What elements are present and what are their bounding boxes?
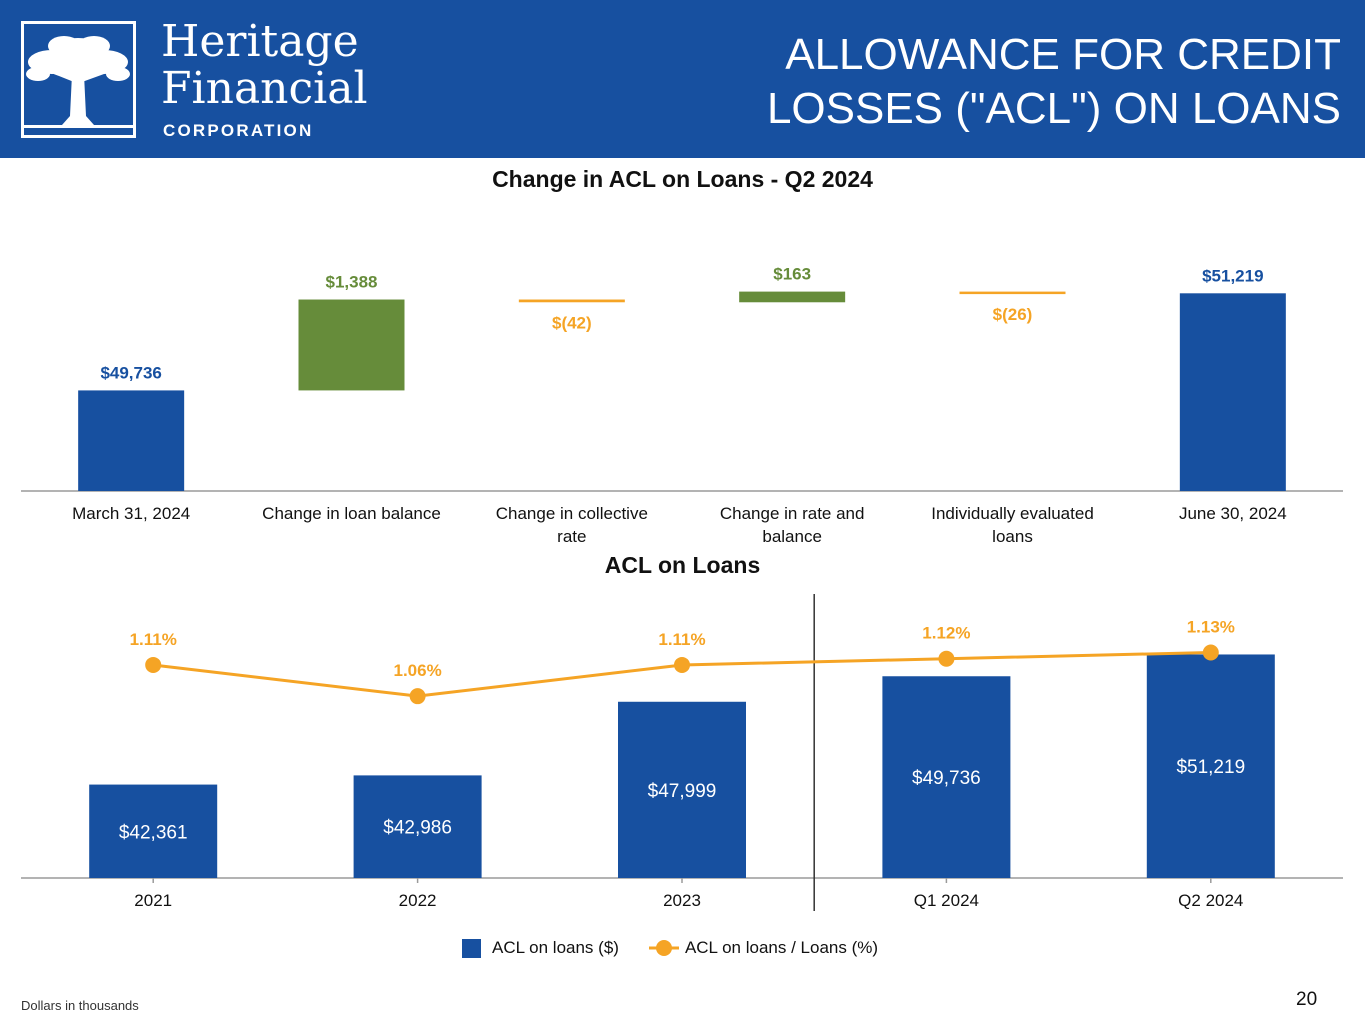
ratio-label: 1.12% — [922, 624, 970, 643]
page-number: 20 — [1296, 989, 1318, 1010]
acl-bar-label: $42,986 — [383, 818, 452, 839]
waterfall-data-label: $(42) — [552, 313, 592, 332]
acl-bar-label: $42,361 — [119, 822, 188, 843]
ratio-label: 1.11% — [130, 630, 177, 649]
acl-bar — [618, 701, 746, 878]
chart-legend: ACL on loans ($) ACL on loans / Loans (%… — [462, 937, 878, 959]
waterfall-data-label: $(26) — [993, 305, 1033, 324]
waterfall-category-label: Individually evaluated loans — [931, 504, 1094, 546]
waterfall-category-label: Change in collective rate — [496, 504, 648, 546]
legend-bar-label: ACL on loans ($) — [492, 938, 619, 957]
waterfall-data-label: $1,388 — [326, 273, 378, 292]
waterfall-bar — [739, 291, 846, 303]
acl-bar-label: $47,999 — [648, 781, 717, 802]
waterfall-bar — [298, 299, 405, 391]
waterfall-data-label: $51,219 — [1202, 266, 1263, 285]
ratio-label: 1.06% — [393, 661, 441, 680]
waterfall-bar — [518, 299, 625, 303]
waterfall-chart-title: Change in ACL on Loans - Q2 2024 — [492, 166, 873, 192]
waterfall-bar — [959, 291, 1066, 295]
acl-bar-label: $49,736 — [912, 768, 981, 789]
page-title: ALLOWANCE FOR CREDIT LOSSES ("ACL") ON L… — [766, 30, 1341, 133]
company-name-line3: CORPORATION — [163, 121, 314, 140]
acl-bar-label: $51,219 — [1176, 757, 1245, 778]
acl-bar — [89, 784, 218, 878]
combo-chart-title: ACL on Loans — [604, 552, 761, 578]
waterfall-category-label: March 31, 2024 — [72, 504, 190, 523]
tree-logo-icon — [21, 21, 136, 138]
legend-line-marker-icon — [648, 940, 679, 956]
legend-line-label: ACL on loans / Loans (%) — [684, 938, 879, 957]
combo-category-label: Q2 2024 — [1178, 891, 1243, 910]
combo-category-label: 2022 — [399, 891, 437, 910]
waterfall-bar — [78, 390, 185, 491]
ratio-point — [145, 656, 162, 673]
acl-bar — [353, 775, 482, 878]
ratio-point — [1202, 644, 1219, 661]
company-name-line1: Heritage — [161, 16, 359, 67]
ratio-label: 1.13% — [1187, 617, 1235, 636]
footnote: Dollars in thousands — [21, 998, 139, 1013]
waterfall-chart: $49,736 March 31, 2024 $1,388 Change in loa… — [21, 265, 1343, 546]
combo-category-label: 2021 — [134, 891, 172, 910]
waterfall-data-label: $49,736 — [100, 363, 161, 382]
acl-bar — [882, 676, 1011, 878]
legend-bar-swatch-icon — [462, 938, 481, 958]
ratio-point — [409, 688, 426, 705]
waterfall-bar — [1179, 293, 1286, 491]
waterfall-category-label: Change in loan balance — [262, 504, 441, 523]
combo-chart: $42,361 2021 $42,986 2022 $47,999 2023 $49,736… — [21, 594, 1343, 911]
header-banner: Heritage Financial CORPORATION ALLOWANCE… — [0, 0, 1365, 158]
waterfall-category-label: Change in rate and balance — [720, 504, 865, 546]
combo-category-label: Q1 2024 — [914, 891, 979, 910]
waterfall-data-label: $163 — [773, 265, 811, 284]
waterfall-category-label: June 30, 2024 — [1179, 504, 1287, 523]
ratio-point — [938, 650, 955, 667]
combo-category-label: 2023 — [663, 891, 701, 910]
ratio-label: 1.11% — [658, 630, 705, 649]
company-name-line2: Financial — [161, 63, 368, 114]
ratio-point — [674, 656, 690, 673]
acl-bar — [1146, 654, 1275, 878]
